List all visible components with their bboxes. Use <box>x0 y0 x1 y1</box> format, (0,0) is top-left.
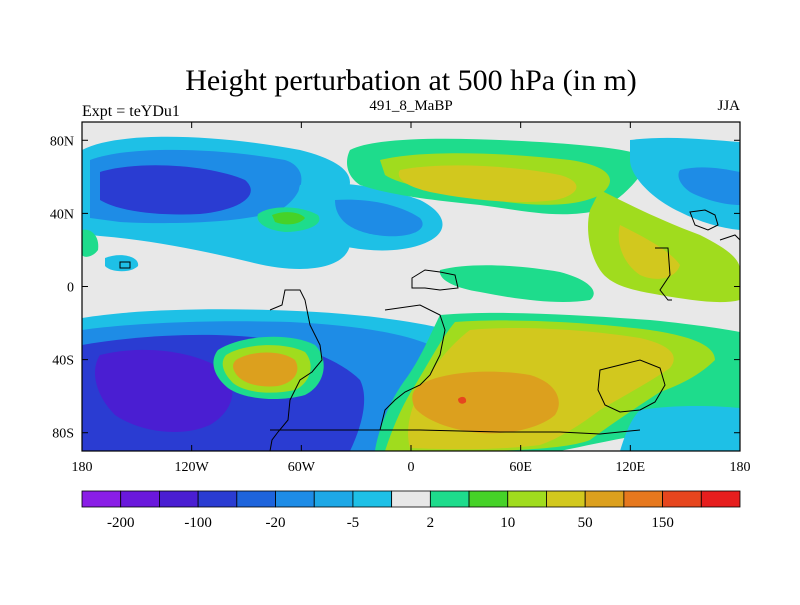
colorbar-swatch <box>584 490 625 508</box>
x-tick-label: 120W <box>175 460 210 475</box>
contour-eq-light-east <box>439 265 594 303</box>
coastline-east-pacific <box>719 234 740 241</box>
contour-sh-south-cyan <box>620 405 740 451</box>
contour-nh-green-core <box>272 212 305 225</box>
colorbar-label: -20 <box>266 515 286 531</box>
x-tick-label: 0 <box>408 460 415 475</box>
colorbar: -200 -100 -20 -5 2 10 50 150 <box>81 490 741 531</box>
colorbar-swatch <box>623 490 663 508</box>
colorbar-swatch <box>352 490 393 508</box>
colorbar-label: 10 <box>500 515 515 531</box>
colorbar-swatch <box>700 490 741 508</box>
colorbar-swatch <box>507 490 547 508</box>
y-tick-label: 40S <box>52 354 74 369</box>
x-tick-label: 180 <box>72 460 93 475</box>
contour-sh-east-orange <box>412 371 559 434</box>
contour-nh-green-west <box>82 229 99 257</box>
coastline-japan <box>689 209 719 231</box>
colorbar-swatch <box>391 490 431 508</box>
coastline-australia <box>597 359 666 413</box>
y-tick-label: 80N <box>50 134 74 149</box>
contour-nh-east-tail-core <box>618 225 680 279</box>
colorbar-label: -100 <box>184 515 212 531</box>
x-tick-label: 120E <box>616 460 646 475</box>
chart-title: Height perturbation at 500 hPa (in m) <box>185 64 637 97</box>
x-axis: 180 120W 60W 0 60E 120E 180 <box>72 122 751 475</box>
colorbar-label: 2 <box>427 515 435 531</box>
coastline-africa <box>379 304 446 431</box>
subtitle-center: 491_8_MaBP <box>369 98 452 114</box>
coastline-small-island <box>119 261 131 269</box>
y-axis: 80N 40N 0 40S 80S <box>50 134 740 442</box>
colorbar-swatch <box>313 490 354 508</box>
contour-nh-east-tail <box>588 190 740 303</box>
y-tick-label: 80S <box>52 427 74 442</box>
contour-sh-west-core <box>95 349 233 433</box>
colorbar-swatch <box>662 490 702 508</box>
colorbar-swatch <box>468 490 509 508</box>
contour-nh-east-blue <box>678 167 740 205</box>
contour-nh-pacific-core <box>100 165 251 215</box>
colorbar-swatch <box>429 490 470 508</box>
colorbar-swatch <box>159 490 199 508</box>
contour-sh-center-blob-core <box>233 352 298 387</box>
colorbar-swatch <box>197 490 238 508</box>
subtitle-right: JJA <box>717 98 740 114</box>
contour-nh-atlantic-core <box>335 199 423 237</box>
colorbar-label: -5 <box>347 515 360 531</box>
y-tick-label: 40N <box>50 207 74 222</box>
colorbar-swatch <box>81 490 122 508</box>
coastlines <box>119 209 740 451</box>
x-tick-label: 60E <box>509 460 532 475</box>
colorbar-label: -200 <box>107 515 135 531</box>
coastline-antarctica-edge <box>270 429 641 435</box>
colorbar-label: 50 <box>578 515 593 531</box>
coastline-south-america <box>269 289 323 451</box>
x-tick-label: 60W <box>288 460 316 475</box>
coastline-asia-east <box>655 247 672 301</box>
colorbar-label: 150 <box>651 515 674 531</box>
subtitle-left: Expt = teYDu1 <box>82 103 180 120</box>
contour-nh-east-core <box>398 165 577 203</box>
x-tick-label: 180 <box>730 460 751 475</box>
contour-sh-east-red-spot <box>458 396 467 404</box>
contour-field <box>82 122 740 451</box>
colorbar-swatch <box>275 490 315 508</box>
coastline-indonesia <box>411 269 459 291</box>
colorbar-swatch <box>546 490 586 508</box>
colorbar-swatch <box>236 490 276 508</box>
y-tick-label: 0 <box>67 281 74 296</box>
colorbar-swatch <box>120 490 160 508</box>
